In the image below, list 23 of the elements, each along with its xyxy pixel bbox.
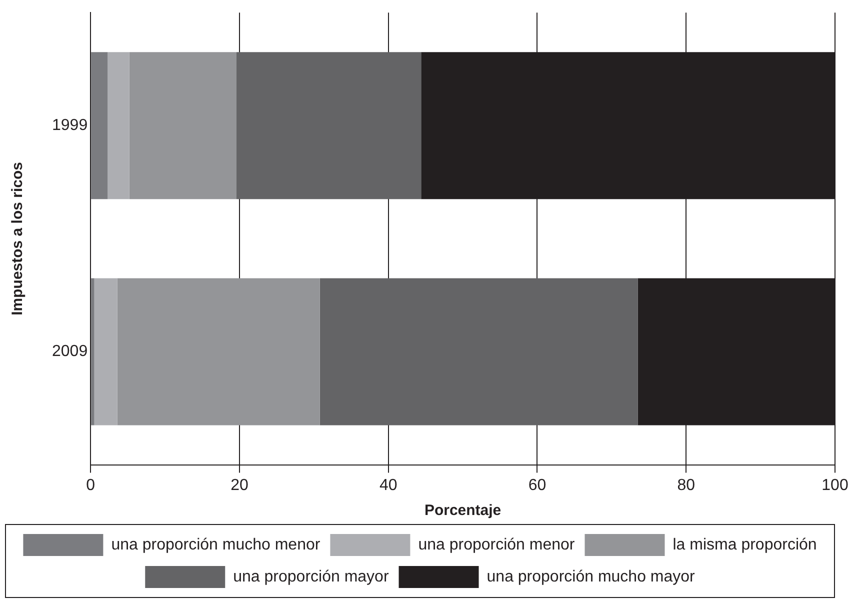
x-tick-label: 0 (86, 476, 96, 494)
legend-label: una proporción mucho mayor (486, 568, 696, 586)
bar (91, 52, 108, 200)
bar (94, 278, 118, 426)
y-tick-label: 2009 (52, 343, 88, 360)
x-tick-label: 80 (677, 476, 696, 494)
y-tick-label: 1999 (52, 117, 88, 134)
bar (236, 52, 422, 200)
legend-label: una proporción menor (418, 536, 576, 554)
y-axis-title: Impuestos a los ricos (9, 162, 26, 316)
bar (117, 278, 320, 426)
x-tick-label: 40 (379, 476, 398, 494)
legend-label: la misma proporción (672, 536, 817, 554)
x-tick-label: 20 (230, 476, 248, 494)
bar (108, 52, 130, 200)
legend-label: una proporción mayor (233, 568, 390, 586)
bar (320, 278, 638, 426)
legend-label: una proporción mucho menor (111, 536, 321, 554)
bar (91, 278, 94, 426)
bar (129, 52, 236, 200)
x-tick-label: 100 (822, 476, 848, 494)
x-tick-label: 60 (528, 476, 546, 494)
x-axis-title: Porcentaje (424, 502, 502, 520)
